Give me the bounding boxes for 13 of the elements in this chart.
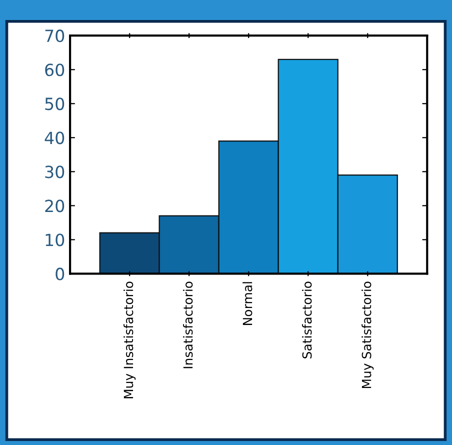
y-tick-label: 70: [45, 30, 64, 42]
y-tick-label: 0: [56, 268, 64, 280]
y-tick-label: 10: [46, 234, 64, 246]
x-tick-label: Insatisfactorio: [183, 282, 193, 368]
x-tick-label: Muy Insatisfactorio: [124, 282, 136, 398]
x-tick-label: Muy Satisfactorio: [362, 282, 374, 388]
y-tick-label: 30: [45, 166, 64, 178]
y-tick-label: 60: [45, 64, 64, 76]
x-tick-label: Satisfactorio: [302, 282, 312, 358]
y-tick-label: 40: [44, 132, 64, 144]
y-tick-label: 20: [45, 200, 64, 212]
y-tick-label: 50: [45, 98, 64, 110]
x-tick-label: Normal: [242, 282, 252, 325]
